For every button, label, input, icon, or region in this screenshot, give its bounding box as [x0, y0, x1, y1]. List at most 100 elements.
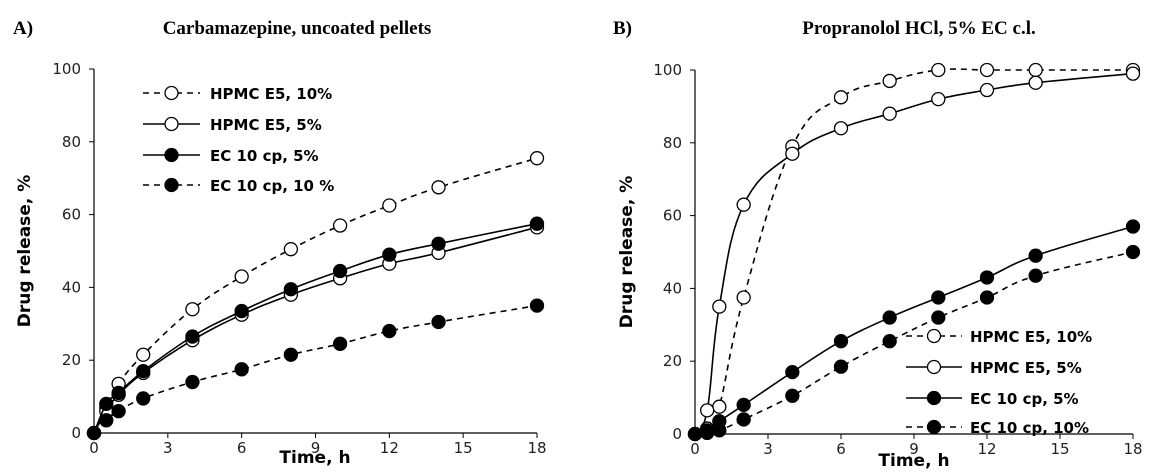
data-point [332, 263, 348, 279]
legend-label: HPMC E5, 10% [970, 328, 1092, 346]
data-point [700, 425, 715, 441]
x-tick-label: 18 [1123, 440, 1142, 458]
x-tick-label: 15 [1050, 440, 1069, 458]
y-tick-label: 20 [62, 351, 81, 369]
y-tick-label: 0 [71, 424, 81, 442]
legend-marker [164, 85, 179, 101]
data-point [1028, 75, 1043, 90]
data-point [931, 310, 946, 325]
data-point [833, 359, 849, 374]
chart-panel-a: A) Carbamazepine, uncoated pellets 0 3 6 9 12 1… [13, 18, 547, 468]
legend-label: HPMC E5, 5% [210, 116, 322, 134]
data-point [332, 336, 348, 351]
series-line [694, 72, 1134, 435]
data-point [712, 399, 727, 414]
data-point [736, 290, 751, 305]
data-point [111, 385, 126, 401]
data-point [736, 397, 751, 413]
data-point [99, 413, 114, 428]
series-line [93, 222, 538, 434]
data-point [1028, 268, 1043, 283]
y-axis-title: Drug release, % [617, 176, 637, 329]
x-tick-label: 3 [763, 440, 773, 458]
data-point [736, 412, 751, 427]
data-point [382, 323, 397, 339]
legend-label: EC 10 cp, 5% [970, 390, 1079, 408]
data-point [882, 73, 897, 89]
series-2 [86, 220, 545, 441]
legend-label: EC 10 cp, 10% [970, 419, 1089, 437]
data-point [979, 270, 995, 285]
x-tick-label: 15 [454, 439, 473, 457]
series-3 [86, 216, 545, 441]
data-point [931, 290, 946, 305]
data-point [136, 391, 151, 406]
data-point [283, 282, 299, 297]
legend-marker [164, 147, 179, 163]
data-point [431, 314, 446, 330]
legend-marker [164, 116, 179, 132]
legend-label: EC 10 cp, 5% [210, 147, 319, 165]
data-point [979, 290, 995, 305]
data-point [833, 90, 849, 105]
data-point [687, 426, 703, 442]
legend-marker [926, 419, 942, 435]
y-tick-label: 0 [672, 425, 682, 443]
data-point [234, 303, 249, 319]
data-point [712, 299, 727, 314]
legend-marker [926, 390, 942, 406]
data-point [1125, 219, 1141, 234]
panel-label: A) [13, 18, 33, 39]
series-line [694, 68, 1133, 435]
x-tick-label: 6 [836, 440, 846, 458]
data-point [111, 404, 126, 419]
data-point [99, 396, 114, 412]
data-point [700, 403, 715, 418]
series-4 [687, 244, 1141, 442]
data-point [931, 91, 946, 107]
data-point [382, 247, 397, 262]
data-point [136, 363, 151, 379]
chart-title: Carbamazepine, uncoated pellets [163, 18, 432, 39]
data-point [833, 334, 849, 349]
legend-marker [926, 359, 942, 375]
y-tick-label: 40 [663, 279, 682, 297]
data-point [185, 302, 200, 317]
data-point [1028, 62, 1043, 78]
data-point [529, 216, 545, 231]
data-point [431, 180, 446, 195]
x-axis-title: Time, h [878, 451, 949, 471]
data-point [736, 197, 751, 212]
chart-title: Propranolol HCl, 5% EC c.l. [802, 18, 1035, 39]
x-tick-label: 12 [977, 440, 996, 458]
x-axis-title: Time, h [279, 448, 350, 468]
legend-marker [926, 328, 942, 344]
data-point [185, 329, 200, 344]
data-point [1028, 248, 1043, 263]
series-1 [687, 62, 1141, 442]
x-tick-label: 0 [690, 440, 700, 458]
x-tick-label: 3 [163, 439, 173, 457]
data-point [529, 298, 545, 313]
y-tick-label: 80 [62, 133, 81, 151]
data-point [979, 62, 995, 78]
data-point [283, 242, 299, 257]
data-point [1125, 66, 1141, 81]
data-point [529, 151, 545, 166]
y-tick-label: 60 [663, 207, 682, 225]
legend-label: EC 10 cp, 10 % [210, 177, 334, 195]
series-2 [687, 66, 1141, 442]
data-point [234, 362, 249, 377]
data-point [234, 269, 249, 284]
data-point [785, 364, 800, 380]
data-point [86, 425, 102, 441]
data-point [431, 236, 446, 251]
series-line [93, 304, 538, 434]
data-point [136, 347, 151, 362]
y-tick-label: 60 [62, 206, 81, 224]
y-tick-label: 100 [653, 61, 682, 79]
y-axis-title: Drug release, % [15, 175, 35, 328]
data-point [1125, 244, 1141, 260]
data-point [332, 218, 348, 233]
